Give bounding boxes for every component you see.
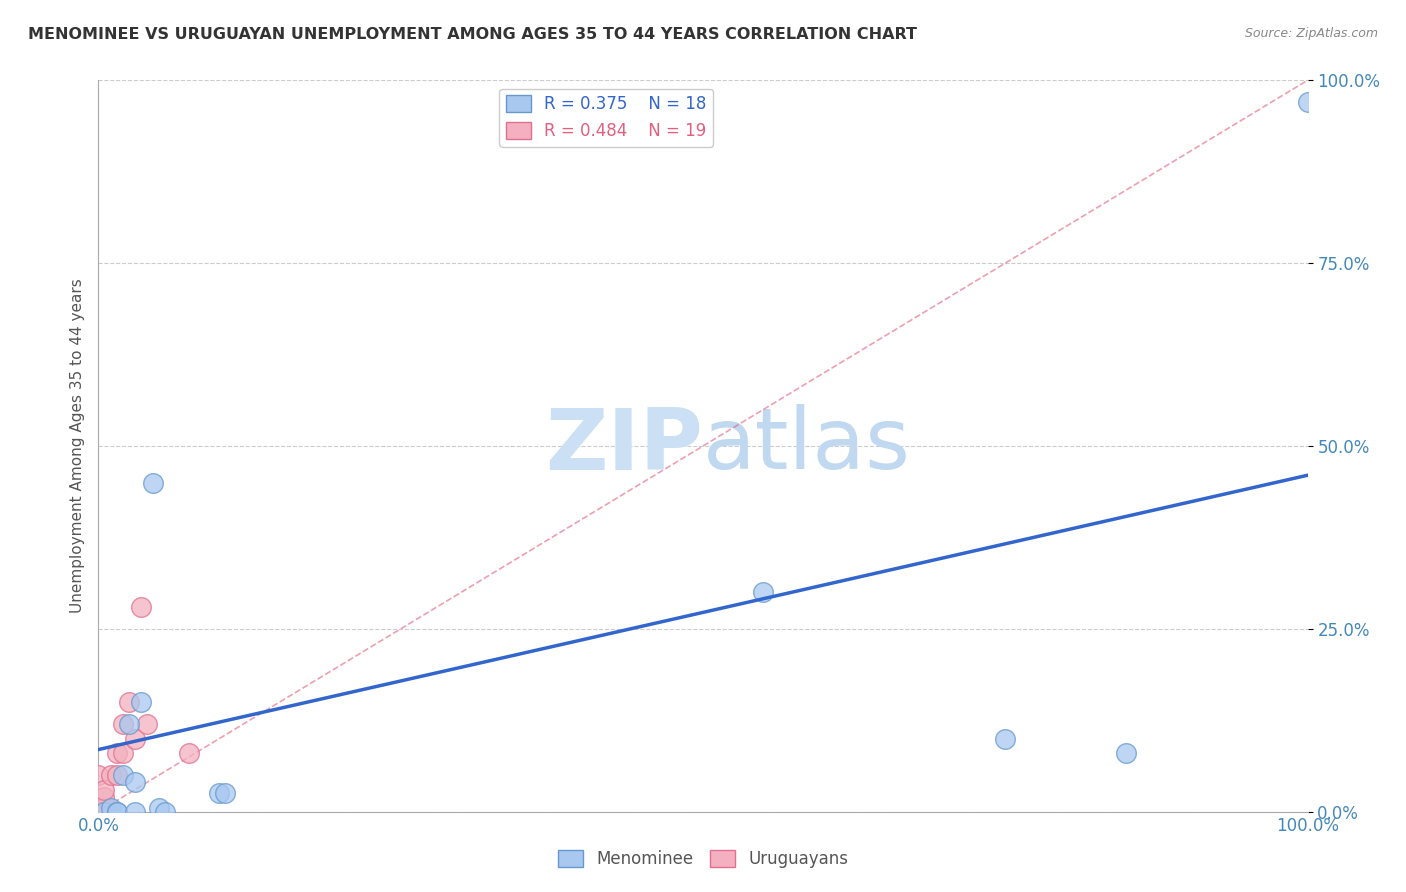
Point: [129, 695, 152, 709]
Point: [87, 805, 110, 819]
Point: [105, 805, 128, 819]
Text: atlas: atlas: [703, 404, 911, 488]
Text: Source: ZipAtlas.com: Source: ZipAtlas.com: [1244, 27, 1378, 40]
Point: [87, 805, 110, 819]
Point: [142, 475, 165, 490]
Point: [93, 805, 115, 819]
Point: [87, 805, 110, 819]
Point: [105, 746, 128, 760]
Point: [93, 790, 115, 805]
Point: [994, 731, 1017, 746]
Point: [111, 768, 134, 782]
Point: [1115, 746, 1137, 760]
Point: [214, 787, 236, 801]
Point: [111, 746, 134, 760]
Point: [111, 717, 134, 731]
Point: [129, 599, 152, 614]
Legend: R = 0.375    N = 18, R = 0.484    N = 19: R = 0.375 N = 18, R = 0.484 N = 19: [499, 88, 713, 146]
Point: [208, 787, 231, 801]
Text: ZIP: ZIP: [546, 404, 703, 488]
Point: [124, 775, 146, 789]
Text: MENOMINEE VS URUGUAYAN UNEMPLOYMENT AMONG AGES 35 TO 44 YEARS CORRELATION CHART: MENOMINEE VS URUGUAYAN UNEMPLOYMENT AMON…: [28, 27, 917, 42]
Point: [124, 731, 146, 746]
Point: [87, 805, 110, 819]
Point: [752, 585, 775, 599]
Point: [87, 805, 110, 819]
Point: [124, 805, 146, 819]
Point: [100, 801, 122, 815]
Point: [118, 717, 141, 731]
Point: [148, 801, 170, 815]
Legend: Menominee, Uruguayans: Menominee, Uruguayans: [551, 843, 855, 875]
Point: [118, 695, 141, 709]
Point: [135, 717, 157, 731]
Point: [179, 746, 201, 760]
Point: [1296, 95, 1319, 110]
Point: [93, 801, 115, 815]
Point: [105, 805, 128, 819]
Point: [87, 768, 110, 782]
Point: [105, 768, 128, 782]
Point: [100, 768, 122, 782]
Y-axis label: Unemployment Among Ages 35 to 44 years: Unemployment Among Ages 35 to 44 years: [69, 278, 84, 614]
Point: [153, 805, 176, 819]
Point: [93, 782, 115, 797]
